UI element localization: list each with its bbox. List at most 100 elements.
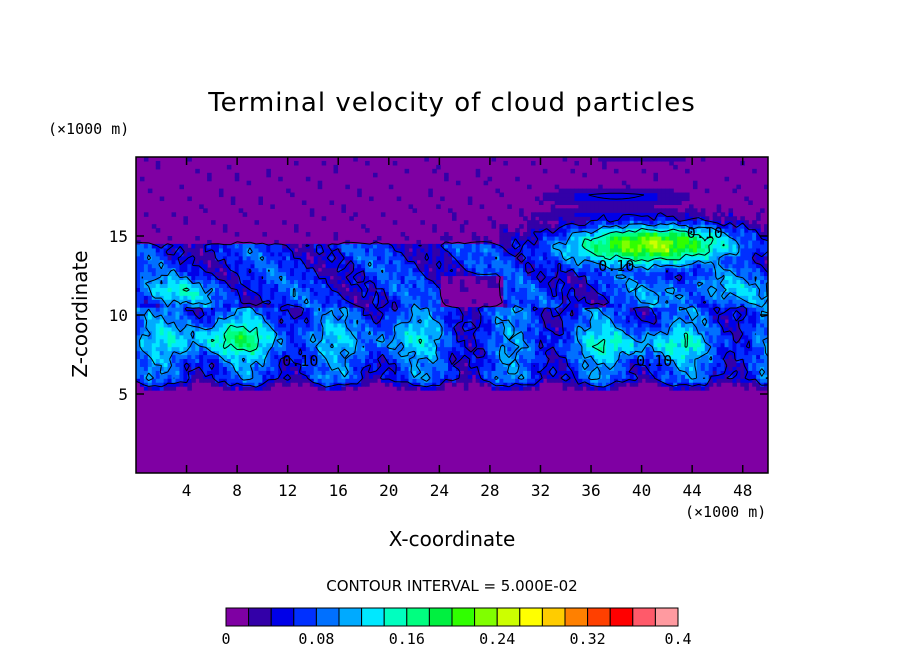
field-cell: [380, 342, 386, 348]
field-cell: [175, 307, 181, 312]
field-cell: [610, 251, 615, 257]
field-cell: [282, 247, 287, 253]
field-cell: [562, 283, 568, 288]
field-cell: [321, 350, 327, 356]
field-cell: [242, 287, 248, 292]
field-cell: [396, 382, 402, 387]
field-cell: [459, 350, 465, 356]
field-cell: [215, 354, 220, 360]
field-cell: [333, 287, 339, 292]
field-cell: [432, 228, 437, 233]
field-cell: [392, 220, 398, 225]
field-cell: [305, 267, 311, 273]
field-cell: [278, 378, 283, 383]
field-cell: [282, 358, 287, 363]
field-cell: [566, 350, 572, 356]
field-cell: [554, 255, 560, 261]
field-cell: [321, 338, 327, 344]
field-cell: [444, 271, 449, 277]
field-cell: [633, 255, 639, 261]
field-cell: [483, 267, 489, 273]
field-cell: [440, 362, 445, 367]
field-cell: [262, 382, 267, 387]
field-cell: [294, 330, 299, 336]
field-cell: [617, 208, 623, 213]
field-cell: [495, 346, 500, 352]
field-cell: [606, 255, 611, 261]
field-cell: [499, 350, 504, 356]
field-cell: [361, 374, 366, 379]
field-cell: [416, 346, 421, 352]
field-cell: [629, 228, 635, 233]
field-cell: [136, 251, 141, 257]
field-cell: [550, 318, 556, 324]
field-cell: [479, 271, 485, 277]
field-cell: [602, 382, 607, 387]
field-cell: [487, 255, 493, 261]
field-cell: [558, 322, 564, 328]
field-cell: [191, 247, 196, 253]
field-cell: [151, 386, 157, 391]
field-cell: [633, 157, 639, 162]
field-cell: [179, 374, 184, 379]
field-cell: [136, 366, 141, 371]
field-cell: [590, 255, 595, 261]
field-cell: [491, 247, 497, 253]
field-cell: [290, 279, 295, 284]
field-cell: [578, 374, 583, 379]
field-cell: [523, 275, 528, 281]
field-cell: [617, 338, 623, 344]
field-cell: [139, 338, 145, 344]
field-cell: [357, 303, 362, 308]
field-cell: [349, 342, 354, 348]
field-cell: [321, 295, 327, 300]
field-cell: [444, 342, 449, 348]
field-cell: [305, 263, 311, 269]
field-cell: [282, 283, 287, 288]
field-cell: [574, 386, 579, 391]
field-cell: [250, 303, 256, 308]
field-cell: [258, 366, 263, 371]
field-cell: [452, 346, 457, 352]
field-cell: [151, 307, 157, 312]
field-cell: [542, 318, 548, 324]
field-cell: [329, 303, 335, 308]
field-cell: [400, 374, 406, 379]
field-cell: [436, 295, 441, 300]
field-cell: [246, 279, 252, 284]
field-cell: [613, 232, 619, 237]
field-cell: [333, 346, 339, 352]
field-cell: [250, 378, 256, 383]
field-cell: [479, 322, 485, 328]
field-cell: [333, 255, 339, 261]
field-cell: [282, 382, 287, 387]
field-cell: [495, 255, 500, 261]
field-cell: [396, 271, 402, 277]
field-cell: [629, 295, 635, 300]
field-cell: [515, 176, 520, 182]
field-cell: [151, 370, 157, 375]
field-cell: [294, 279, 299, 284]
field-cell: [562, 295, 568, 300]
field-cell: [471, 362, 477, 367]
field-cell: [179, 358, 184, 363]
field-cell: [294, 303, 299, 308]
field-cell: [317, 386, 323, 391]
field-cell: [384, 291, 390, 296]
field-cell: [282, 326, 287, 332]
field-cell: [171, 354, 177, 360]
field-cell: [582, 326, 587, 332]
field-cell: [613, 330, 619, 336]
field-cell: [507, 374, 512, 379]
field-cell: [325, 354, 331, 360]
field-cell: [582, 287, 587, 292]
field-cell: [570, 330, 576, 336]
field-cell: [187, 386, 192, 391]
field-cell: [250, 322, 256, 328]
field-cell: [503, 311, 508, 316]
field-cell: [321, 247, 327, 253]
field-cell: [353, 291, 358, 296]
field-cell: [613, 370, 619, 375]
field-cell: [305, 326, 311, 332]
field-cell: [294, 318, 299, 324]
